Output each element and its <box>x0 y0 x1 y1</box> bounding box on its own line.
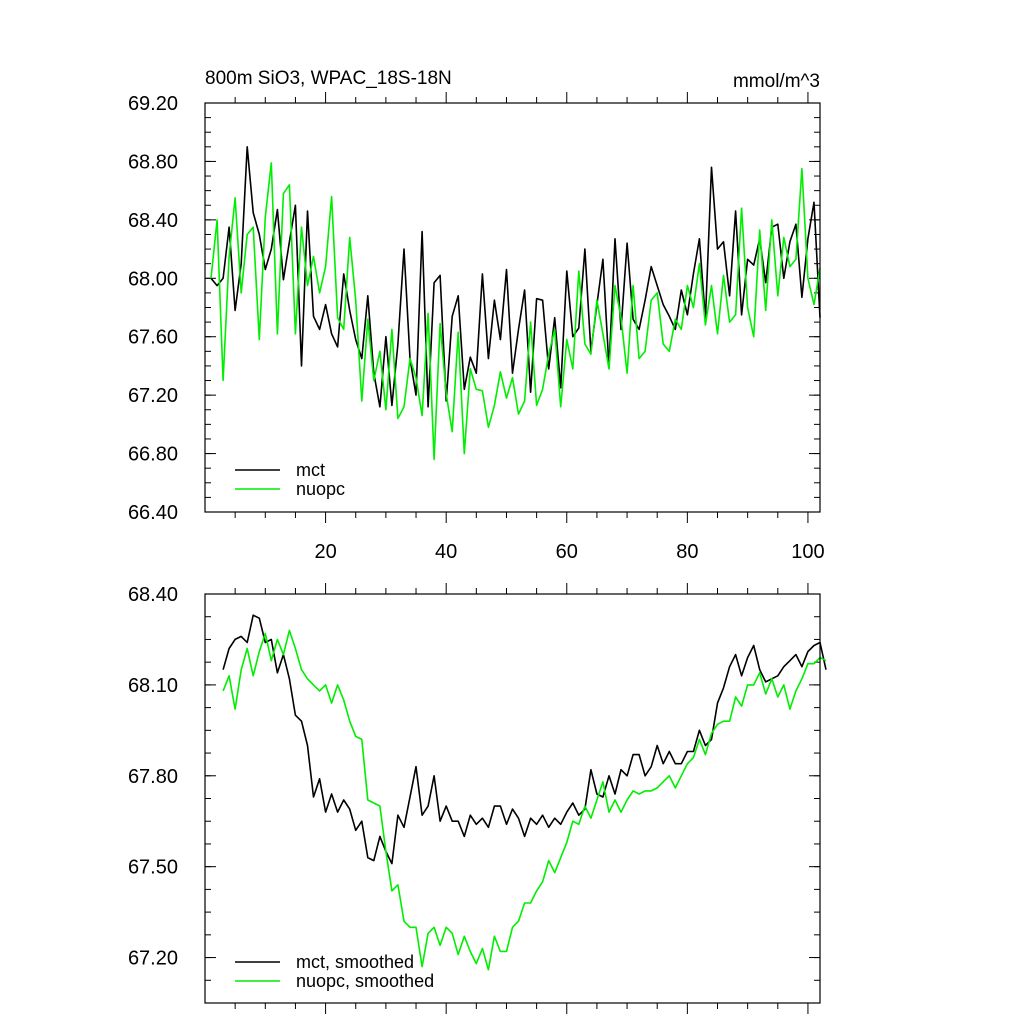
plot-frame <box>204 102 821 513</box>
legend-label: nuopc, smoothed <box>296 971 434 991</box>
x-tick-label: 20 <box>314 541 336 563</box>
y-tick-label: 67.20 <box>128 948 178 970</box>
x-tick-label: 60 <box>556 541 578 563</box>
units-label: mmol/m^3 <box>733 71 820 92</box>
x-tick-label: 80 <box>676 541 698 563</box>
x-tick-label: 40 <box>435 541 457 563</box>
legend-label: mct <box>296 460 325 480</box>
x-tick-label: 100 <box>791 541 824 563</box>
series-line-mct-smoothed <box>222 614 827 865</box>
top-panel: 800m SiO3, WPAC_18S-18N mmol/m^3 66.40 66… <box>128 68 825 563</box>
legend-label: mct, smoothed <box>296 952 414 972</box>
chart-title: 800m SiO3, WPAC_18S-18N <box>205 68 452 89</box>
y-tick-label: 66.80 <box>128 444 178 466</box>
y-tick-label: 67.80 <box>128 766 178 788</box>
y-tick-label: 68.40 <box>128 584 178 606</box>
y-tick-label: 67.20 <box>128 385 178 407</box>
y-tick-label: 67.50 <box>128 857 178 879</box>
series-line-mct <box>210 146 821 408</box>
legend-label: nuopc <box>296 479 345 499</box>
series-line-nuopc-smoothed <box>222 629 827 971</box>
y-tick-label: 67.60 <box>128 327 178 349</box>
y-tick-label: 68.80 <box>128 151 178 173</box>
y-tick-label: 68.40 <box>128 210 178 232</box>
plot-frame <box>204 593 821 1004</box>
y-tick-label: 66.40 <box>128 502 178 524</box>
y-tick-label: 68.10 <box>128 675 178 697</box>
bottom-panel: 67.20 67.50 67.80 68.10 68.40 mct, smoothedn… <box>128 583 827 1014</box>
y-tick-label: 69.20 <box>128 93 178 115</box>
y-tick-label: 68.00 <box>128 268 178 290</box>
series-line-nuopc <box>210 162 821 461</box>
